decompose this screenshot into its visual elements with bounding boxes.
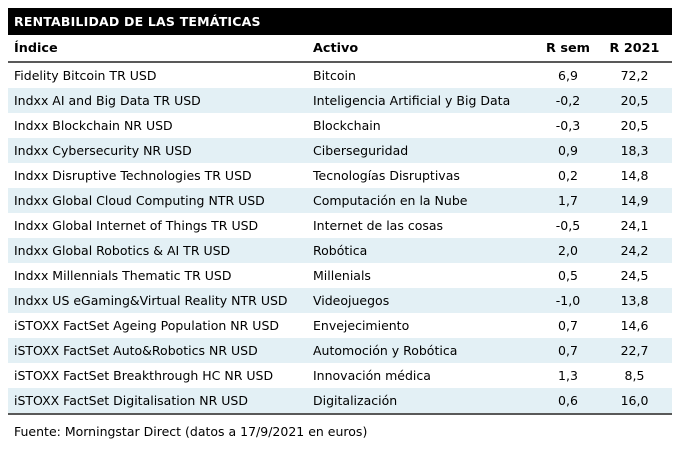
cell-r-sem: -1,0 (555, 293, 581, 308)
table-title-bar: RENTABILIDAD DE LAS TEMÁTICAS (8, 8, 672, 35)
cell-r-sem: 0,7 (558, 343, 578, 358)
cell-activo: Tecnologías Disruptivas (313, 168, 460, 183)
cell-activo: Envejecimiento (313, 318, 410, 333)
cell-r-sem: 1,3 (558, 368, 578, 383)
cell-r-2021: 8,5 (624, 368, 645, 383)
col-header-indice: Índice (8, 35, 307, 63)
table-row: Indxx Global Robotics & AI TR USD Robótic… (8, 238, 672, 263)
cell-activo: Robótica (313, 243, 368, 258)
cell-indice: Indxx Blockchain NR USD (14, 118, 173, 133)
cell-activo: Ciberseguridad (313, 143, 409, 158)
cell-indice: Indxx US eGaming&Virtual Reality NTR USD (14, 293, 288, 308)
cell-indice: Indxx AI and Big Data TR USD (14, 93, 201, 108)
cell-indice: Indxx Global Robotics & AI TR USD (14, 243, 231, 258)
cell-indice: Indxx Global Internet of Things TR USD (14, 218, 259, 233)
cell-r-sem: 0,6 (558, 393, 578, 408)
cell-activo: Automoción y Robótica (313, 343, 458, 358)
cell-activo: Videojuegos (313, 293, 390, 308)
col-header-r-sem: R sem (539, 35, 597, 63)
col-header-activo: Activo (307, 35, 539, 63)
cell-r-2021: 22,7 (620, 343, 649, 358)
table-title: RENTABILIDAD DE LAS TEMÁTICAS (14, 14, 261, 29)
table-row: iSTOXX FactSet Breakthrough HC NR USD Inn… (8, 363, 672, 388)
cell-r-sem: 6,9 (558, 68, 578, 83)
cell-r-sem: 0,2 (558, 168, 578, 183)
cell-indice: Indxx Disruptive Technologies TR USD (14, 168, 252, 183)
table-row: iSTOXX FactSet Digitalisation NR USD Digi… (8, 388, 672, 414)
cell-r-2021: 18,3 (620, 143, 649, 158)
table-container: RENTABILIDAD DE LAS TEMÁTICAS Índice Act… (8, 8, 672, 439)
table-row: iSTOXX FactSet Ageing Population NR USD E… (8, 313, 672, 338)
header-row: Índice Activo R sem R 2021 (8, 35, 672, 63)
cell-r-2021: 24,1 (620, 218, 649, 233)
table-row: iSTOXX FactSet Auto&Robotics NR USD Autom… (8, 338, 672, 363)
table-row: Indxx AI and Big Data TR USD Inteligencia… (8, 88, 672, 113)
cell-indice: Indxx Cybersecurity NR USD (14, 143, 192, 158)
cell-r-sem: 2,0 (558, 243, 578, 258)
rentabilidad-tematicas-table: Índice Activo R sem R 2021 Fidelity Bitc… (8, 35, 672, 415)
cell-r-2021: 24,5 (620, 268, 649, 283)
table-row: Indxx US eGaming&Virtual Reality NTR USD… (8, 288, 672, 313)
cell-activo: Innovación médica (313, 368, 431, 383)
cell-r-2021: 20,5 (620, 93, 649, 108)
cell-indice: iSTOXX FactSet Ageing Population NR USD (14, 318, 280, 333)
cell-activo: Millenials (313, 268, 371, 283)
table-row: Indxx Blockchain NR USD Blockchain -0,3 20,… (8, 113, 672, 138)
table-row: Indxx Disruptive Technologies TR USD Tecn… (8, 163, 672, 188)
cell-r-2021: 16,0 (620, 393, 649, 408)
cell-indice: Indxx Millennials Thematic TR USD (14, 268, 232, 283)
cell-r-sem: 0,7 (558, 318, 578, 333)
cell-activo: Digitalización (313, 393, 398, 408)
cell-indice: Indxx Global Cloud Computing NTR USD (14, 193, 265, 208)
cell-activo: Internet de las cosas (313, 218, 444, 233)
cell-activo: Blockchain (313, 118, 381, 133)
cell-r-sem: -0,5 (555, 218, 581, 233)
cell-r-2021: 20,5 (620, 118, 649, 133)
cell-r-2021: 14,8 (620, 168, 649, 183)
table-row: Indxx Millennials Thematic TR USD Milleni… (8, 263, 672, 288)
cell-r-2021: 72,2 (620, 68, 649, 83)
cell-indice: iSTOXX FactSet Digitalisation NR USD (14, 393, 248, 408)
cell-r-sem: 0,9 (558, 143, 578, 158)
cell-r-2021: 14,6 (620, 318, 649, 333)
source-note: Fuente: Morningstar Direct (datos a 17/9… (14, 424, 368, 439)
cell-activo: Inteligencia Artificial y Big Data (313, 93, 511, 108)
cell-activo: Computación en la Nube (313, 193, 468, 208)
table-row: Indxx Global Cloud Computing NTR USD Comp… (8, 188, 672, 213)
cell-r-sem: -0,2 (555, 93, 581, 108)
cell-indice: iSTOXX FactSet Breakthrough HC NR USD (14, 368, 274, 383)
table-row: Fidelity Bitcoin TR USD Bitcoin 6,9 72,2 (8, 62, 672, 88)
cell-indice: Fidelity Bitcoin TR USD (14, 68, 157, 83)
cell-r-2021: 13,8 (620, 293, 649, 308)
table-body: Fidelity Bitcoin TR USD Bitcoin 6,9 72,2 Ind… (8, 62, 672, 414)
table-row: Indxx Global Internet of Things TR USD In… (8, 213, 672, 238)
cell-r-sem: -0,3 (555, 118, 581, 133)
cell-indice: iSTOXX FactSet Auto&Robotics NR USD (14, 343, 258, 358)
col-header-r-2021: R 2021 (597, 35, 672, 63)
cell-r-sem: 1,7 (558, 193, 578, 208)
cell-r-2021: 14,9 (620, 193, 649, 208)
cell-r-2021: 24,2 (620, 243, 649, 258)
table-row: Indxx Cybersecurity NR USD Ciberseguridad… (8, 138, 672, 163)
cell-activo: Bitcoin (313, 68, 356, 83)
cell-r-sem: 0,5 (558, 268, 578, 283)
